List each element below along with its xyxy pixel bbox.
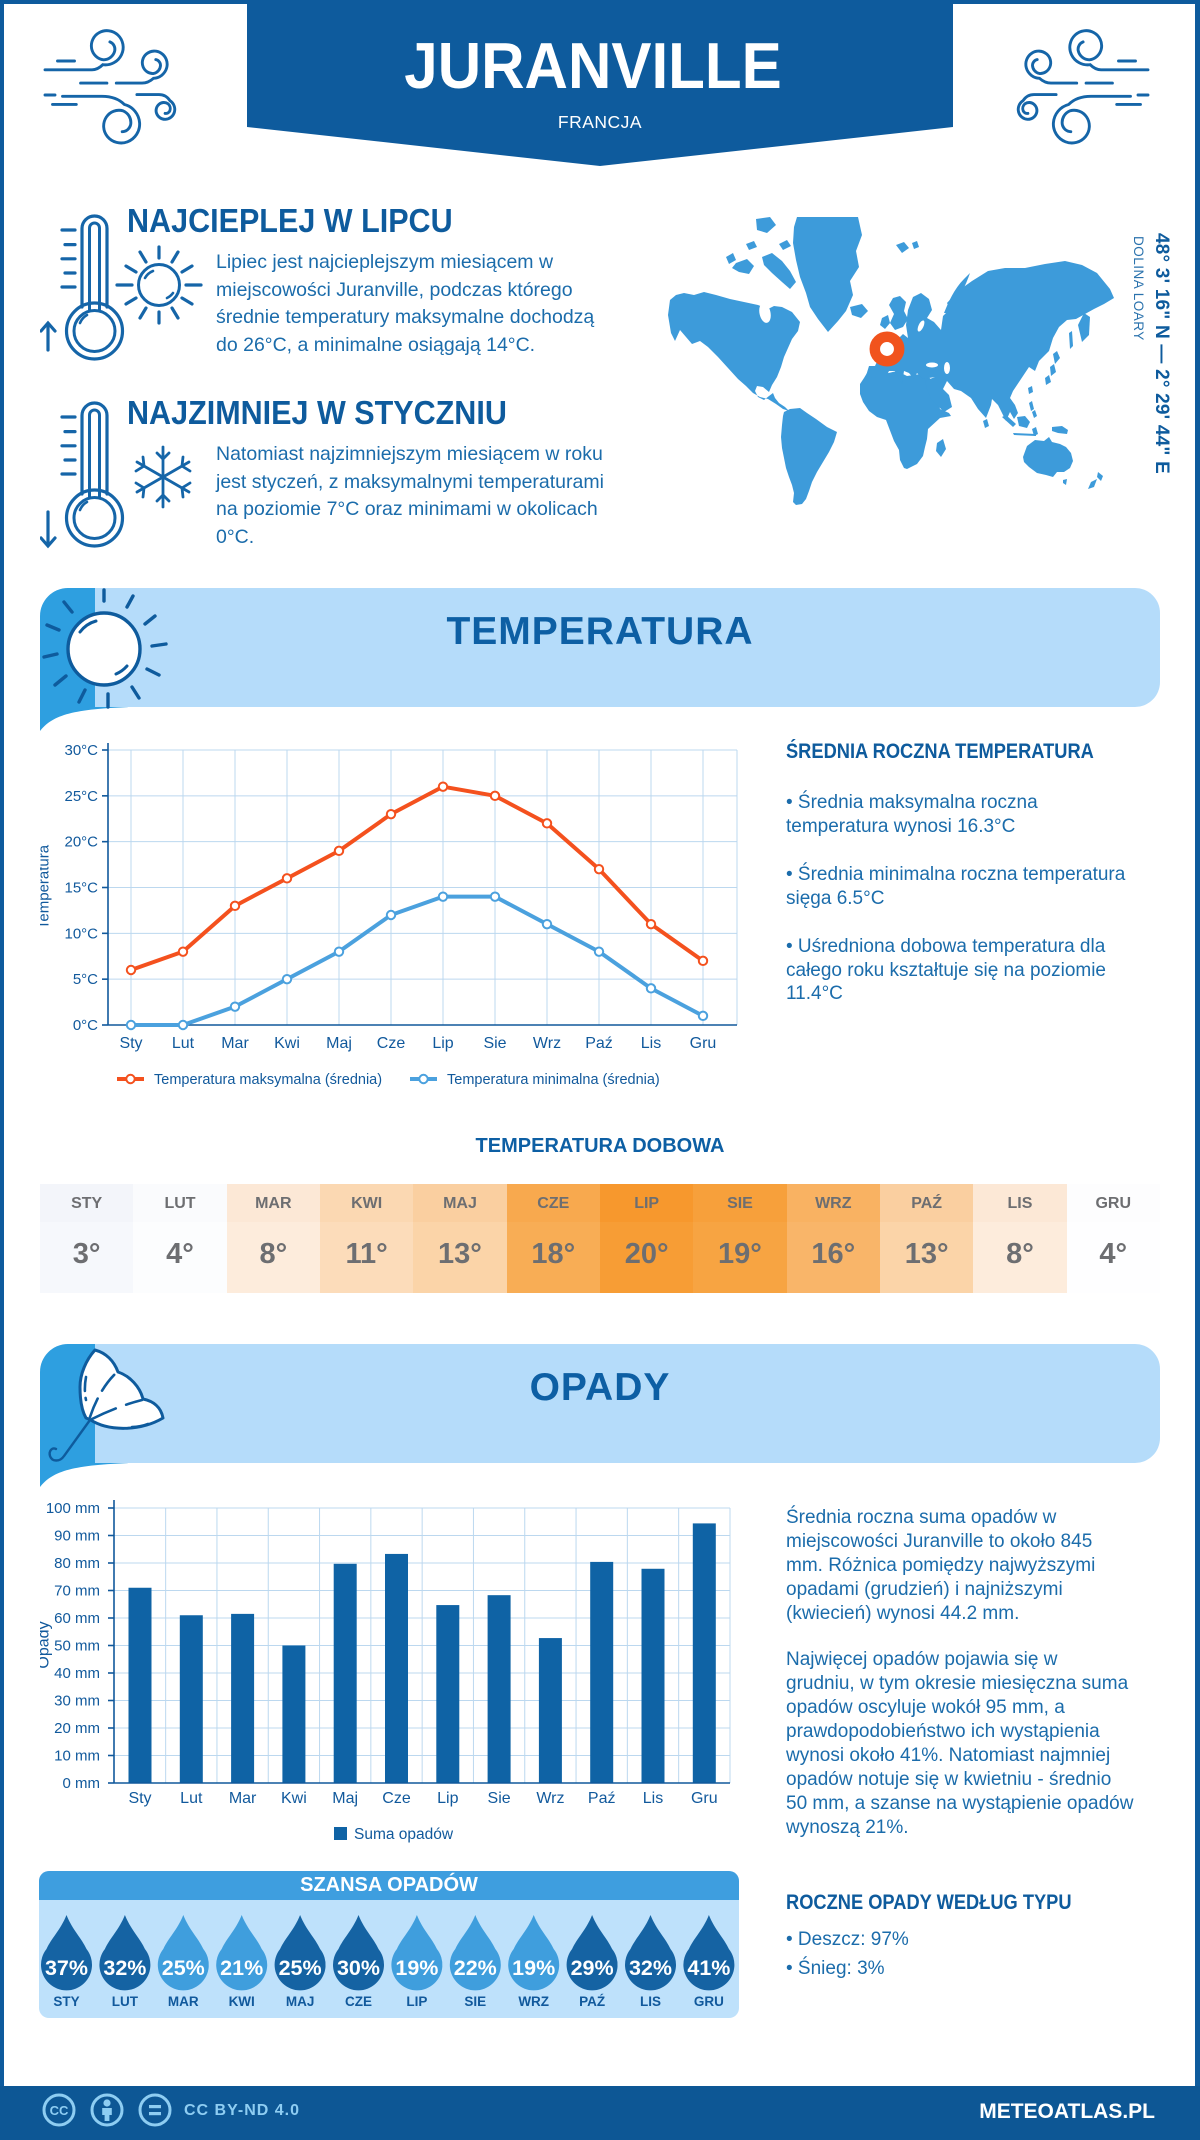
svg-text:Lis: Lis bbox=[641, 1035, 661, 1052]
svg-text:37%: 37% bbox=[45, 1956, 88, 1980]
svg-text:41%: 41% bbox=[687, 1956, 730, 1980]
svg-text:LUT: LUT bbox=[112, 1994, 139, 2009]
svg-text:0 mm: 0 mm bbox=[63, 1775, 101, 1792]
svg-text:20°C: 20°C bbox=[64, 834, 98, 851]
svg-text:25%: 25% bbox=[279, 1956, 322, 1980]
svg-text:Temperatura: Temperatura bbox=[40, 844, 53, 929]
svg-text:MAJ: MAJ bbox=[286, 1994, 315, 2009]
svg-text:25°C: 25°C bbox=[64, 788, 98, 805]
svg-text:30%: 30% bbox=[337, 1956, 380, 1980]
svg-text:90 mm: 90 mm bbox=[54, 1528, 100, 1545]
svg-text:15°C: 15°C bbox=[64, 879, 98, 896]
svg-text:Maj: Maj bbox=[332, 1790, 358, 1807]
svg-text:Temperatura minimalna (średnia: Temperatura minimalna (średnia) bbox=[447, 1072, 660, 1088]
svg-text:Mar: Mar bbox=[221, 1035, 249, 1052]
svg-text:5°C: 5°C bbox=[73, 971, 98, 988]
svg-text:Wrz: Wrz bbox=[533, 1035, 561, 1052]
svg-text:10°C: 10°C bbox=[64, 925, 98, 942]
svg-text:Lut: Lut bbox=[180, 1790, 203, 1807]
svg-text:Lip: Lip bbox=[432, 1035, 453, 1052]
svg-text:WRZ: WRZ bbox=[518, 1994, 549, 2009]
svg-text:50 mm: 50 mm bbox=[54, 1638, 100, 1655]
svg-text:20 mm: 20 mm bbox=[54, 1720, 100, 1737]
svg-text:SIE: SIE bbox=[464, 1994, 486, 2009]
svg-text:60 mm: 60 mm bbox=[54, 1610, 100, 1627]
svg-text:Cze: Cze bbox=[377, 1035, 406, 1052]
svg-text:STY: STY bbox=[53, 1994, 79, 2009]
svg-text:Wrz: Wrz bbox=[536, 1790, 564, 1807]
svg-text:30°C: 30°C bbox=[64, 742, 98, 759]
svg-text:Maj: Maj bbox=[326, 1035, 352, 1052]
svg-text:Lis: Lis bbox=[643, 1790, 663, 1807]
svg-text:40 mm: 40 mm bbox=[54, 1665, 100, 1682]
svg-text:29%: 29% bbox=[571, 1956, 614, 1980]
svg-text:25%: 25% bbox=[162, 1956, 205, 1980]
svg-text:22%: 22% bbox=[454, 1956, 497, 1980]
svg-text:32%: 32% bbox=[629, 1956, 672, 1980]
svg-text:LIP: LIP bbox=[406, 1994, 427, 2009]
svg-text:32%: 32% bbox=[103, 1956, 146, 1980]
svg-text:Lip: Lip bbox=[437, 1790, 458, 1807]
svg-text:Paź: Paź bbox=[588, 1790, 616, 1807]
svg-text:80 mm: 80 mm bbox=[54, 1555, 100, 1572]
svg-text:Cze: Cze bbox=[382, 1790, 411, 1807]
svg-text:Sie: Sie bbox=[483, 1035, 506, 1052]
svg-text:100 mm: 100 mm bbox=[46, 1500, 100, 1517]
svg-text:GRU: GRU bbox=[694, 1994, 724, 2009]
svg-text:Lut: Lut bbox=[172, 1035, 195, 1052]
svg-text:21%: 21% bbox=[220, 1956, 263, 1980]
svg-text:Kwi: Kwi bbox=[274, 1035, 300, 1052]
svg-text:Kwi: Kwi bbox=[281, 1790, 307, 1807]
svg-text:70 mm: 70 mm bbox=[54, 1583, 100, 1600]
svg-text:0°C: 0°C bbox=[73, 1017, 98, 1034]
svg-text:CZE: CZE bbox=[345, 1994, 372, 2009]
svg-text:Gru: Gru bbox=[691, 1790, 718, 1807]
svg-text:30 mm: 30 mm bbox=[54, 1693, 100, 1710]
svg-text:19%: 19% bbox=[512, 1956, 555, 1980]
svg-text:Mar: Mar bbox=[229, 1790, 257, 1807]
svg-text:10 mm: 10 mm bbox=[54, 1748, 100, 1765]
svg-text:Sty: Sty bbox=[128, 1790, 151, 1807]
svg-text:CC: CC bbox=[50, 2103, 69, 2118]
svg-text:Temperatura maksymalna (średni: Temperatura maksymalna (średnia) bbox=[154, 1072, 382, 1088]
svg-text:Sie: Sie bbox=[488, 1790, 511, 1807]
svg-text:MAR: MAR bbox=[168, 1994, 199, 2009]
svg-text:Opady: Opady bbox=[40, 1621, 53, 1668]
svg-text:19%: 19% bbox=[395, 1956, 438, 1980]
svg-text:Suma opadów: Suma opadów bbox=[354, 1826, 454, 1843]
svg-text:KWI: KWI bbox=[229, 1994, 255, 2009]
svg-text:PAŹ: PAŹ bbox=[579, 1994, 605, 2009]
svg-text:Gru: Gru bbox=[690, 1035, 717, 1052]
svg-text:LIS: LIS bbox=[640, 1994, 661, 2009]
svg-text:Paź: Paź bbox=[585, 1035, 613, 1052]
svg-text:Sty: Sty bbox=[119, 1035, 142, 1052]
